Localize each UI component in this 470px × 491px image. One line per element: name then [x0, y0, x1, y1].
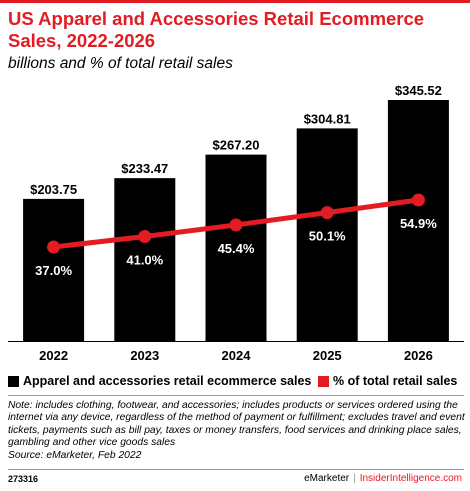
line-value-label: 37.0%: [35, 263, 72, 278]
line-point: [411, 193, 425, 207]
legend: Apparel and accessories retail ecommerce…: [8, 374, 464, 392]
legend-item-line: % of total retail sales: [318, 374, 457, 388]
line-point: [138, 229, 152, 243]
top-accent-bar: [0, 0, 470, 3]
footnote: Note: includes clothing, footwear, and a…: [8, 400, 466, 462]
legend-label-line: % of total retail sales: [333, 374, 458, 388]
divider-bottom: [8, 469, 464, 470]
bar: [205, 154, 267, 341]
brand-separator: |: [353, 473, 356, 484]
bar: [296, 128, 358, 341]
x-tick-label: 2026: [404, 348, 433, 363]
bar-value-label: $304.81: [304, 111, 351, 126]
line-point: [320, 206, 334, 220]
line-point: [47, 240, 61, 254]
x-tick-label: 2022: [39, 348, 68, 363]
legend-swatch-bar: [8, 375, 19, 387]
chart-svg: $203.75 $233.47 $267.20 $304.81 $345.52 2022 2…: [8, 83, 464, 363]
line-value-label: 50.1%: [309, 229, 346, 244]
bar-value-label: $267.20: [213, 138, 260, 153]
bar-value-label: $203.75: [30, 182, 77, 197]
chart-id: 273316: [8, 474, 39, 484]
x-tick-label: 2025: [313, 348, 342, 363]
source-text: Source: eMarketer, Feb 2022: [8, 449, 142, 461]
bar: [387, 100, 449, 341]
legend-swatch-line: [318, 375, 329, 387]
divider-top: [8, 395, 464, 396]
legend-item-bar: Apparel and accessories retail ecommerce…: [8, 374, 311, 388]
footer-brand: eMarketer | InsiderIntelligence.com: [304, 473, 462, 484]
x-tick-label: 2023: [130, 348, 159, 363]
line-value-label: 45.4%: [218, 241, 255, 256]
bar-value-label: $345.52: [395, 83, 442, 98]
note-text: Note: includes clothing, footwear, and a…: [8, 400, 465, 449]
chart-title: US Apparel and Accessories Retail Ecomme…: [8, 8, 425, 51]
line-point: [229, 218, 243, 232]
legend-label-bar: Apparel and accessories retail ecommerce…: [23, 374, 312, 388]
bar-value-label: $233.47: [121, 161, 168, 176]
bar: [114, 178, 176, 341]
chart-subtitle: billions and % of total retail sales: [8, 55, 233, 72]
brand-emarketer: eMarketer: [304, 473, 350, 484]
brand-insider-intelligence[interactable]: InsiderIntelligence.com: [359, 473, 462, 484]
bar: [23, 198, 85, 341]
line-value-label: 41.0%: [126, 252, 163, 267]
line-value-label: 54.9%: [400, 216, 437, 231]
x-tick-label: 2024: [222, 348, 252, 363]
